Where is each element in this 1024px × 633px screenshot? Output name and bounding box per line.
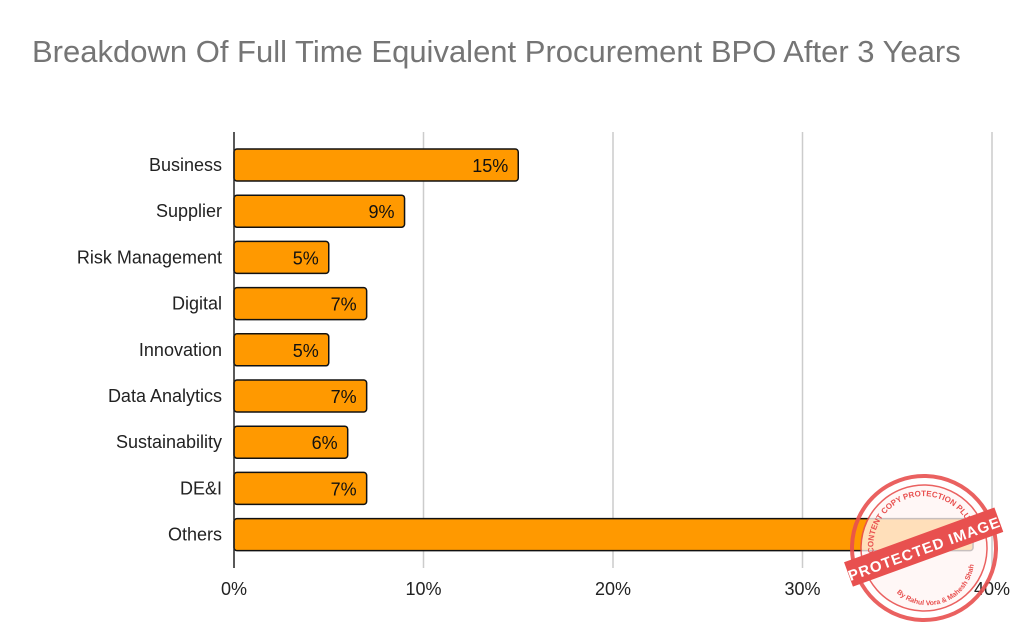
category-label: Sustainability (116, 432, 222, 452)
category-label: Business (149, 155, 222, 175)
category-label: Others (168, 525, 222, 545)
data-label: 7% (331, 387, 357, 407)
data-label: 15% (472, 156, 508, 176)
x-tick-label: 0% (221, 579, 247, 599)
data-label: 7% (331, 295, 357, 315)
category-label: Innovation (139, 340, 222, 360)
x-tick-label: 40% (974, 579, 1010, 599)
protected-image-watermark: WP CONTENT COPY PROTECTION PLUGIN PROTEC… (844, 473, 1004, 622)
data-label: 7% (331, 479, 357, 499)
x-tick-label: 30% (784, 579, 820, 599)
category-label: Digital (172, 294, 222, 314)
x-tick-label: 10% (405, 579, 441, 599)
data-label: 5% (293, 248, 319, 268)
data-label: 9% (369, 202, 395, 222)
grid-lines (422, 132, 993, 568)
data-label: 6% (312, 433, 338, 453)
data-label: 5% (293, 341, 319, 361)
x-tick-labels: 0% 10% 20% 30% 40% (221, 579, 1010, 599)
category-label: Risk Management (77, 247, 222, 267)
category-label: Supplier (156, 201, 222, 221)
x-tick-label: 20% (595, 579, 631, 599)
bars: 15% 9% 5% 7% 5% 7% 6% 7% (233, 148, 974, 552)
category-labels: Business Supplier Risk Management Digital In… (77, 155, 222, 545)
category-label: Data Analytics (108, 386, 222, 406)
chart-title: Breakdown Of Full Time Equivalent Procur… (32, 34, 961, 69)
category-label: DE&I (180, 478, 222, 498)
